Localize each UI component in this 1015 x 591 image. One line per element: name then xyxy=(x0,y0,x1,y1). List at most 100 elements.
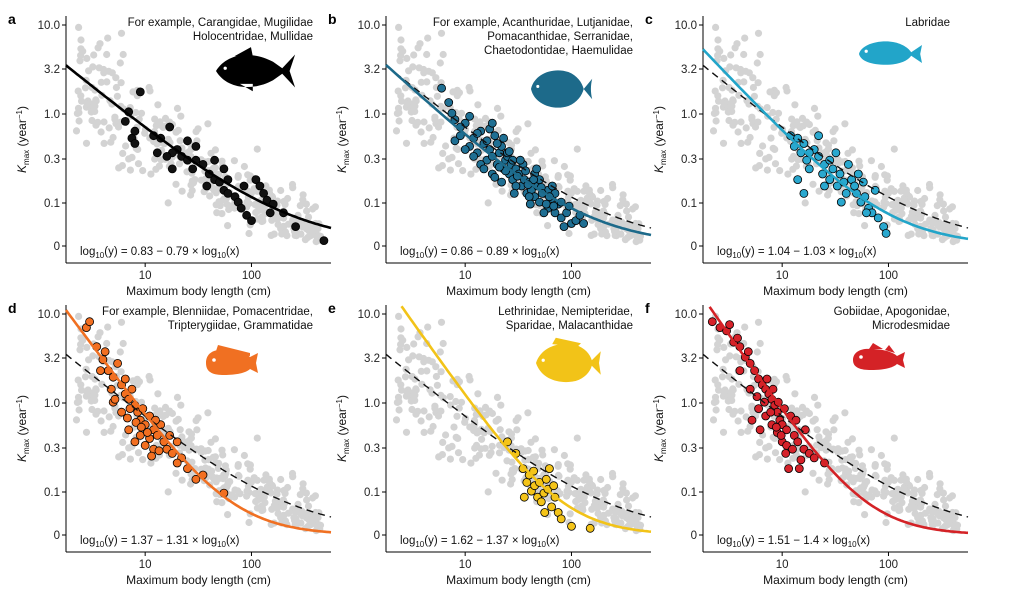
background-point xyxy=(253,434,261,442)
data-point xyxy=(259,188,269,198)
background-point xyxy=(928,508,936,516)
background-point xyxy=(420,358,428,366)
data-point xyxy=(755,425,765,435)
background-point xyxy=(410,340,418,348)
y-tick-label: 10.0 xyxy=(675,309,697,321)
background-point xyxy=(172,180,180,188)
background-point xyxy=(877,162,885,171)
background-point xyxy=(725,405,733,414)
background-point xyxy=(128,153,136,161)
background-point xyxy=(412,385,420,393)
y-label-sub: max xyxy=(22,439,31,454)
background-point xyxy=(137,398,146,406)
background-point xyxy=(709,127,718,135)
background-point xyxy=(197,176,205,184)
data-point xyxy=(873,213,883,223)
data-point xyxy=(835,169,845,179)
background-point xyxy=(872,472,880,480)
data-point xyxy=(183,136,192,146)
background-point xyxy=(503,457,511,465)
y-tick-label: 0 xyxy=(54,530,60,542)
background-point xyxy=(782,83,790,92)
background-point xyxy=(925,180,934,189)
background-point xyxy=(201,447,209,455)
y-tick-label: 0.1 xyxy=(44,198,60,210)
background-point xyxy=(856,451,864,459)
background-point xyxy=(712,398,720,406)
y-tick-label: 0.3 xyxy=(44,154,60,166)
fish-eye xyxy=(223,66,227,70)
data-point xyxy=(465,111,474,121)
background-point xyxy=(752,164,760,172)
data-point xyxy=(191,474,201,484)
background-point xyxy=(907,230,915,238)
data-point xyxy=(781,448,791,458)
background-point xyxy=(82,428,91,436)
background-point xyxy=(442,431,450,439)
background-point xyxy=(887,185,895,193)
background-point xyxy=(810,104,819,112)
data-point xyxy=(265,208,275,218)
background-point xyxy=(208,467,216,475)
y-label-sup: −1 xyxy=(652,109,661,119)
background-point xyxy=(288,469,297,478)
background-point xyxy=(915,230,923,238)
background-point xyxy=(75,398,83,406)
data-point xyxy=(202,181,212,191)
fish-eye xyxy=(864,49,868,53)
background-point xyxy=(492,417,500,425)
background-point xyxy=(187,442,195,450)
data-point xyxy=(567,521,576,531)
x-tick-label: 10 xyxy=(139,270,152,282)
background-point xyxy=(314,232,323,240)
background-point xyxy=(740,78,748,86)
background-point xyxy=(477,445,485,453)
background-point xyxy=(437,29,446,37)
background-point xyxy=(284,220,293,228)
background-point xyxy=(193,426,201,434)
jack-fish-icon xyxy=(216,47,296,92)
background-point xyxy=(103,78,111,86)
background-point xyxy=(178,476,186,484)
background-point xyxy=(277,475,285,484)
fit-line xyxy=(702,48,969,241)
background-point xyxy=(740,50,748,59)
background-point xyxy=(145,372,153,381)
background-point xyxy=(436,59,444,67)
data-point xyxy=(113,359,122,368)
background-point xyxy=(410,106,418,114)
background-point xyxy=(893,486,901,494)
data-point xyxy=(165,430,175,440)
background-point xyxy=(161,114,170,122)
background-point xyxy=(756,438,764,446)
background-point xyxy=(105,413,113,421)
fit-line xyxy=(385,63,652,237)
y-tick-label: 1.0 xyxy=(364,398,380,410)
background-point xyxy=(845,467,853,475)
data-point xyxy=(529,466,539,476)
background-point xyxy=(871,172,879,180)
data-point xyxy=(525,199,535,209)
background-point xyxy=(446,455,454,463)
data-point xyxy=(469,151,478,161)
background-point xyxy=(485,451,493,459)
background-point xyxy=(527,149,535,157)
background-point xyxy=(164,135,172,143)
data-point xyxy=(784,464,793,474)
background-point xyxy=(82,139,91,147)
background-point xyxy=(270,230,278,238)
eq-part: (y) = 1.37 − 1.31 × log xyxy=(104,535,217,547)
background-point xyxy=(291,516,299,525)
background-point xyxy=(111,113,119,121)
background-point xyxy=(798,114,807,122)
background-point xyxy=(147,459,155,467)
background-point xyxy=(741,34,749,42)
data-point xyxy=(743,347,753,357)
background-point xyxy=(560,451,568,460)
background-point xyxy=(611,227,619,236)
data-point xyxy=(172,437,182,447)
background-point xyxy=(824,434,832,442)
eq-part: log xyxy=(717,535,732,547)
background-point xyxy=(478,435,486,443)
background-point xyxy=(90,395,98,403)
